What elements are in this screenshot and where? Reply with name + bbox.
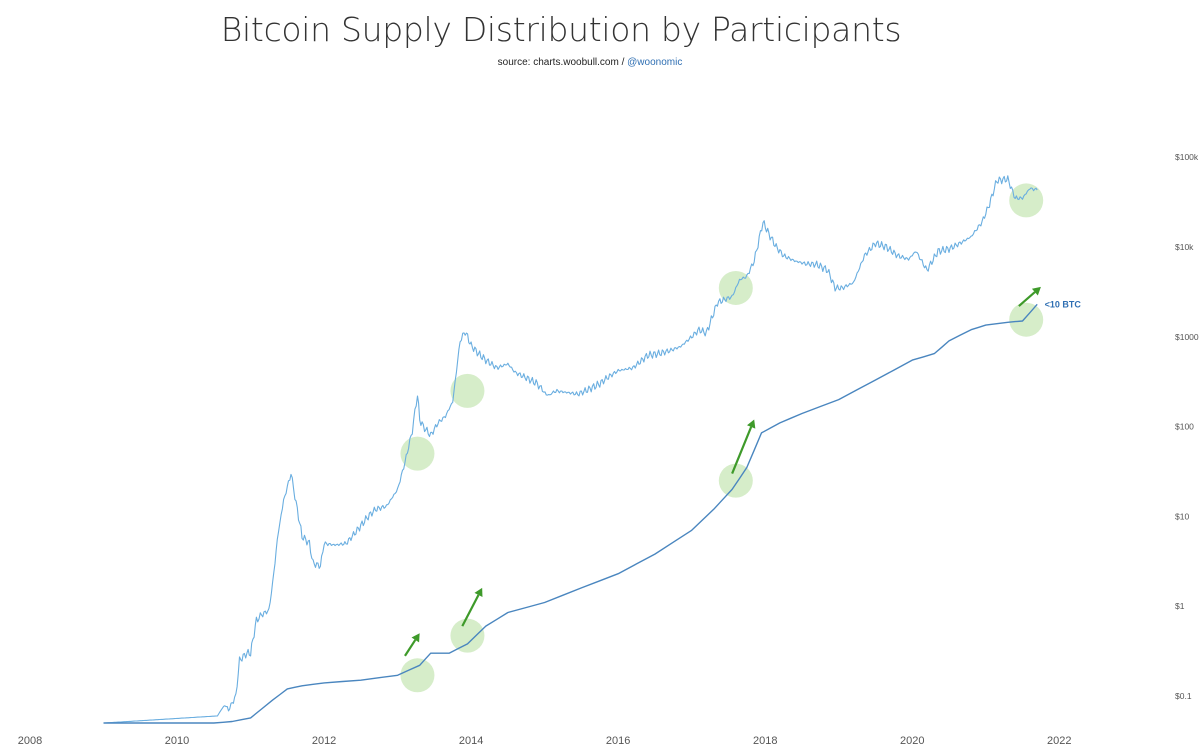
trend-arrows — [404, 286, 1041, 657]
highlight-circle-1 — [400, 658, 435, 693]
trend-arrow-head-2 — [474, 587, 483, 598]
trend-arrow-head-3 — [746, 419, 756, 429]
trend-arrow-1 — [404, 639, 417, 657]
highlight-circles — [400, 183, 1044, 693]
y-axis: $0.1 $1 $10 $100 $1000 $10k $100k — [1175, 152, 1199, 701]
series-lines — [103, 175, 1038, 724]
author-handle-link[interactable]: @woonomic — [627, 57, 683, 68]
x-tick-label-2008: 2008 — [18, 735, 42, 747]
y-tick-label-4: $100 — [1175, 422, 1194, 432]
x-tick-label-2014: 2014 — [459, 735, 483, 747]
x-tick-label-2018: 2018 — [753, 735, 777, 747]
y-tick-label-6: $10k — [1175, 242, 1194, 252]
highlight-circle-2 — [400, 436, 435, 471]
highlight-circle-3 — [450, 618, 485, 653]
y-tick-label-7: $100k — [1175, 152, 1199, 162]
trend-arrow-2 — [461, 594, 480, 627]
x-axis: 2008 2010 2012 2014 2016 2018 2020 2022 — [18, 735, 1072, 747]
y-tick-label-3: $10 — [1175, 511, 1189, 521]
trend-arrow-3 — [731, 426, 753, 474]
series-labels: <10 BTC — [1045, 299, 1082, 309]
series-line-1 — [103, 175, 1038, 724]
y-tick-label-2: $1 — [1175, 601, 1185, 611]
trend-arrow-4 — [1018, 291, 1036, 307]
x-tick-label-2016: 2016 — [606, 735, 630, 747]
x-tick-label-2010: 2010 — [165, 735, 189, 747]
highlight-circle-8 — [1009, 183, 1044, 218]
x-tick-label-2012: 2012 — [312, 735, 336, 747]
series-label-under-10-btc: <10 BTC — [1045, 299, 1082, 309]
highlight-circle-7 — [1009, 302, 1044, 337]
y-tick-label-1: $0.1 — [1175, 691, 1192, 701]
highlight-circle-4 — [450, 373, 485, 408]
source-text: source: charts.woobull.com / — [497, 57, 628, 68]
x-tick-label-2022: 2022 — [1047, 735, 1071, 747]
series-line-2 — [103, 303, 1038, 724]
highlight-circle-5 — [718, 463, 753, 498]
trend-arrow-head-1 — [411, 633, 420, 643]
y-tick-label-5: $1000 — [1175, 332, 1199, 342]
source-credit: source: charts.woobull.com / @woonomic — [0, 57, 1180, 68]
x-tick-label-2020: 2020 — [900, 735, 924, 747]
trend-arrow-head-4 — [1031, 286, 1041, 296]
chart-title: Bitcoin Supply Distribution by Participa… — [220, 10, 902, 49]
